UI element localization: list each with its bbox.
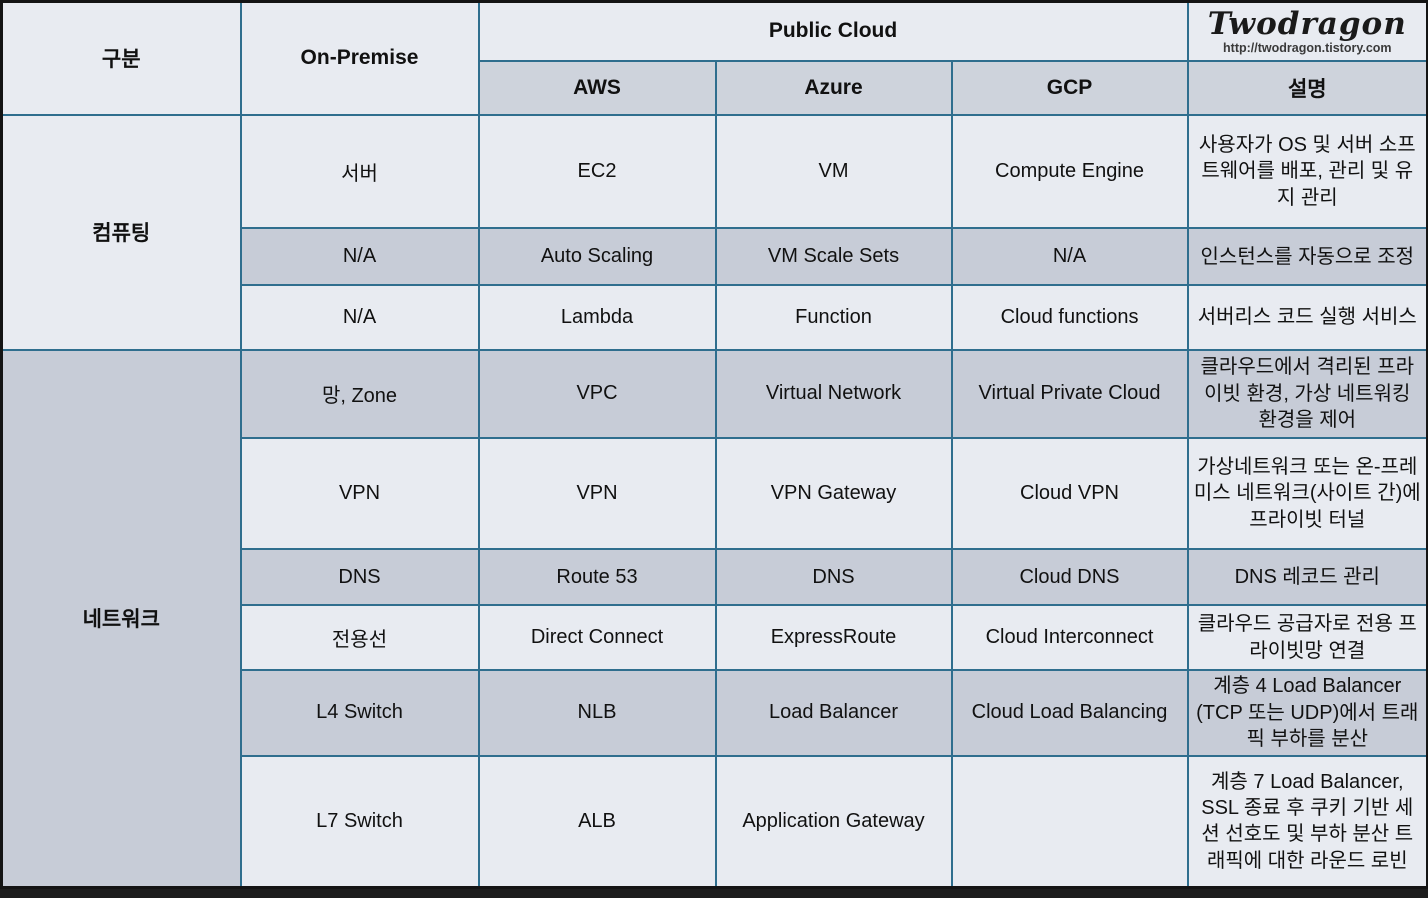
cell-gcp: Cloud VPN — [950, 436, 1189, 551]
cell-on-premise: L7 Switch — [239, 754, 480, 889]
cell-gcp — [950, 754, 1189, 889]
cell-description: 가상네트워크 또는 온-프레미스 네트워크(사이트 간)에 프라이빗 터널 — [1186, 436, 1428, 551]
table-row: 컴퓨팅 서버 EC2 VM Compute Engine 사용자가 OS 및 서… — [0, 113, 1428, 351]
cell-azure: DNS — [714, 548, 953, 607]
table-row: DNS Route 53 DNS Cloud DNS DNS 레코드 관리 — [2, 548, 1428, 607]
cell-on-premise: N/A — [239, 284, 480, 351]
cell-on-premise: 전용선 — [239, 604, 480, 671]
header-category: 구분 — [0, 0, 242, 116]
cell-aws: Auto Scaling — [477, 227, 717, 287]
cell-aws: VPC — [477, 348, 717, 439]
header-description: 설명 — [1186, 59, 1428, 116]
cell-gcp: Cloud Interconnect — [950, 604, 1189, 671]
header-aws: AWS — [477, 59, 717, 116]
table-row: N/A Lambda Function Cloud functions 서버리스… — [2, 284, 1428, 351]
header-on-premise: On-Premise — [239, 0, 480, 116]
cell-aws: Route 53 — [477, 548, 717, 607]
brand-url: http://twodragon.tistory.com — [1223, 41, 1392, 56]
cell-aws: NLB — [477, 668, 717, 757]
cell-description: DNS 레코드 관리 — [1186, 548, 1428, 607]
branding-cell: Twodragon http://twodragon.tistory.com — [1186, 0, 1428, 62]
header-gcp: GCP — [950, 59, 1189, 116]
cell-description: 계층 4 Load Balancer (TCP 또는 UDP)에서 트래픽 부하… — [1186, 668, 1428, 757]
cell-on-premise: VPN — [239, 436, 480, 551]
table-row: 네트워크 망, Zone VPC Virtual Network Virtual… — [0, 348, 1428, 889]
cell-description: 서버리스 코드 실행 서비스 — [1186, 284, 1428, 351]
cell-aws: EC2 — [477, 113, 717, 230]
cell-aws: ALB — [477, 754, 717, 889]
cell-gcp: Virtual Private Cloud — [950, 348, 1189, 439]
cell-on-premise: 망, Zone — [239, 348, 480, 439]
cell-aws: Direct Connect — [477, 604, 717, 671]
cell-azure: ExpressRoute — [714, 604, 953, 671]
cell-aws: VPN — [477, 436, 717, 551]
cell-gcp: Compute Engine — [950, 113, 1189, 230]
cell-on-premise: DNS — [239, 548, 480, 607]
cell-azure: Load Balancer — [714, 668, 953, 757]
cell-azure: Application Gateway — [714, 754, 953, 889]
cell-aws: Lambda — [477, 284, 717, 351]
cell-on-premise: N/A — [239, 227, 480, 287]
header-public-cloud: Public Cloud — [477, 0, 1189, 62]
cell-description: 인스턴스를 자동으로 조정 — [1186, 227, 1428, 287]
cell-description: 사용자가 OS 및 서버 소프트웨어를 배포, 관리 및 유지 관리 — [1186, 113, 1428, 230]
cell-on-premise: L4 Switch — [239, 668, 480, 757]
cell-gcp: Cloud Load Balancing — [950, 668, 1189, 757]
cell-azure: VM — [714, 113, 953, 230]
category-network: 네트워크 — [0, 348, 242, 889]
cell-azure: Function — [714, 284, 953, 351]
cell-azure: VPN Gateway — [714, 436, 953, 551]
header-azure: Azure — [714, 59, 953, 116]
table-row: L4 Switch NLB Load Balancer Cloud Load B… — [2, 668, 1428, 757]
cell-description: 클라우드 공급자로 전용 프라이빗망 연결 — [1186, 604, 1428, 671]
cell-on-premise: 서버 — [239, 113, 480, 230]
cell-gcp: Cloud functions — [950, 284, 1189, 351]
cell-gcp: Cloud DNS — [950, 548, 1189, 607]
table-row: N/A Auto Scaling VM Scale Sets N/A 인스턴스를… — [2, 227, 1428, 287]
cell-azure: VM Scale Sets — [714, 227, 953, 287]
table-row: VPN VPN VPN Gateway Cloud VPN 가상네트워크 또는 … — [2, 436, 1428, 551]
category-computing: 컴퓨팅 — [0, 113, 242, 351]
table-row: L7 Switch ALB Application Gateway 계층 7 L… — [2, 754, 1428, 889]
cell-gcp: N/A — [950, 227, 1189, 287]
cell-description: 계층 7 Load Balancer, SSL 종료 후 쿠키 기반 세션 선호… — [1186, 754, 1428, 889]
brand-logo-text: Twodragon — [1207, 5, 1407, 42]
bottom-edge-bar — [0, 889, 1428, 898]
table-row: 전용선 Direct Connect ExpressRoute Cloud In… — [2, 604, 1428, 671]
cell-azure: Virtual Network — [714, 348, 953, 439]
header-row-2: AWS Azure GCP 설명 — [2, 59, 1428, 116]
cell-description: 클라우드에서 격리된 프라이빗 환경, 가상 네트워킹 환경을 제어 — [1186, 348, 1428, 439]
header-row-1: 구분 On-Premise Public Cloud Twodragon htt… — [0, 0, 1428, 116]
